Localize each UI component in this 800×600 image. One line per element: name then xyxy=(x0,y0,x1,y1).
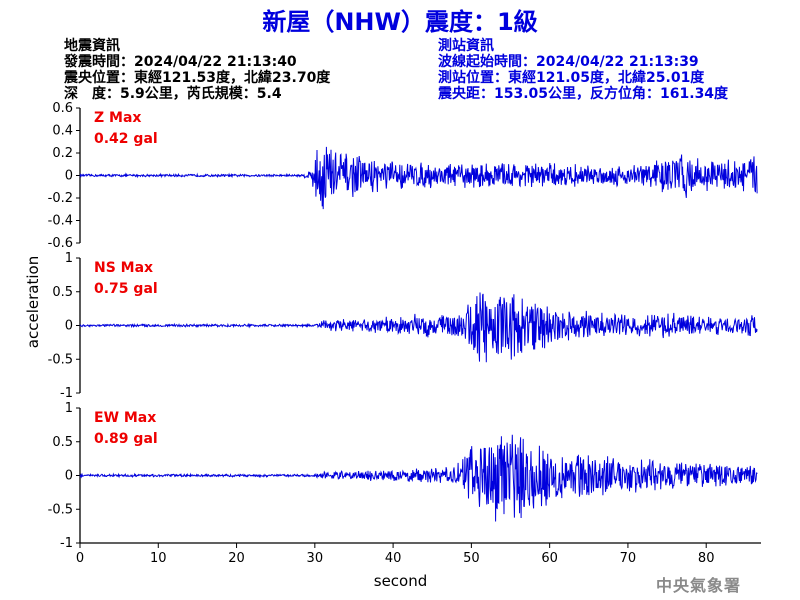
component-max-label: EW Max xyxy=(94,410,156,426)
y-tick-label: 1 xyxy=(65,251,73,266)
component-max-value: 0.75 gal xyxy=(94,281,158,297)
x-tick-label: 30 xyxy=(307,551,324,566)
x-tick-label: 40 xyxy=(385,551,402,566)
quake-depth-magnitude: 深 度：5.9公里，芮氏規模：5.4 xyxy=(64,86,282,102)
waveform-z xyxy=(79,146,758,210)
y-tick-label: 0.4 xyxy=(52,124,73,139)
x-tick-label: 50 xyxy=(463,551,480,566)
y-tick-label: 0 xyxy=(65,169,73,184)
y-tick-label: -0.2 xyxy=(48,191,73,206)
y-tick-label: 1 xyxy=(65,401,73,416)
station-location: 測站位置：東經121.05度，北緯25.01度 xyxy=(438,70,705,86)
quake-info-heading: 地震資訊 xyxy=(64,38,120,54)
y-axis-label: acceleration xyxy=(24,256,42,348)
y-tick-label: -0.5 xyxy=(48,352,73,367)
panel-ew: -1 -0.5 0 0.5 1 EW Max 0.89 gal xyxy=(48,401,758,551)
y-tick-label: 0.5 xyxy=(52,285,73,300)
y-tick-label: 0.6 xyxy=(52,101,73,116)
station-distance-azimuth: 震央距：153.05公里，反方位角：161.34度 xyxy=(438,86,729,102)
station-info-block: 測站資訊 波線起始時間：2024/04/22 21:13:39 測站位置：東經1… xyxy=(438,38,728,102)
chart-title: 新屋（NHW）震度：1級 xyxy=(262,8,538,36)
x-tick-label: 60 xyxy=(541,551,558,566)
y-tick-label: -1 xyxy=(60,386,73,401)
y-tick-label: 0 xyxy=(65,469,73,484)
y-tick-label: 0.2 xyxy=(52,146,73,161)
component-max-label: Z Max xyxy=(94,110,141,126)
y-tick-label: -1 xyxy=(60,536,73,551)
panel-z: -0.6 -0.4 -0.2 0 0.2 0.4 0.6 Z Max 0.42 gal xyxy=(48,101,758,251)
y-tick-label: 0 xyxy=(65,319,73,334)
y-tick-label: -0.4 xyxy=(48,214,73,229)
station-info-heading: 測站資訊 xyxy=(438,38,494,54)
quake-origin-time: 發震時間：2024/04/22 21:13:40 xyxy=(64,54,297,70)
agency-credit: 中央氣象署 xyxy=(656,576,742,595)
component-max-value: 0.42 gal xyxy=(94,131,158,147)
x-tick-label: 0 xyxy=(76,551,84,566)
component-max-label: NS Max xyxy=(94,260,153,276)
y-tick-label: 0.5 xyxy=(52,435,73,450)
y-tick-label: -0.6 xyxy=(48,236,73,251)
x-tick-label: 80 xyxy=(698,551,715,566)
panel-ns: -1 -0.5 0 0.5 1 NS Max 0.75 gal xyxy=(48,251,758,401)
x-tick-label: 70 xyxy=(620,551,637,566)
component-max-value: 0.89 gal xyxy=(94,431,158,447)
y-tick-label: -0.5 xyxy=(48,502,73,517)
quake-epicenter: 震央位置：東經121.53度，北緯23.70度 xyxy=(64,70,331,86)
waveform-ns xyxy=(79,292,758,363)
x-tick-label: 20 xyxy=(228,551,245,566)
quake-info-block: 地震資訊 發震時間：2024/04/22 21:13:40 震央位置：東經121… xyxy=(64,38,330,102)
station-start-time: 波線起始時間：2024/04/22 21:13:39 xyxy=(438,54,699,70)
x-axis-label: second xyxy=(374,572,428,590)
waveform-ew xyxy=(79,434,758,522)
x-tick-label: 10 xyxy=(150,551,167,566)
